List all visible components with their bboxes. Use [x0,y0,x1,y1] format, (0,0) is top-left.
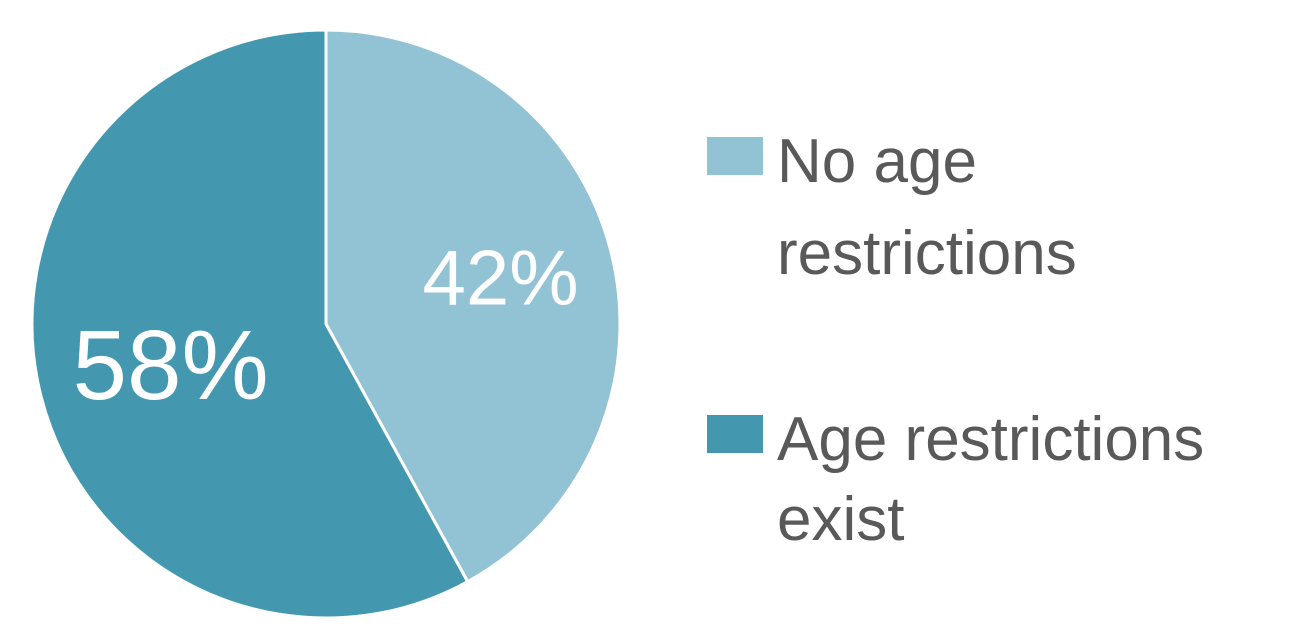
legend-item-2: Age restrictions exist [707,405,1204,554]
data-label-1: 42% [422,234,578,322]
pie-slices [30,28,622,620]
pie-legend: No age restrictions Age restrictions exist [707,127,1204,554]
legend-item-1: No age restrictions [707,127,1077,288]
legend-label-1-line-1: No age [777,127,977,196]
legend-swatch-1 [707,137,763,175]
legend-label-2-line-1: Age restrictions [777,405,1204,474]
pie-slice-no-age-restrictions [324,28,622,584]
pie-data-labels: 42% 58% [72,234,578,420]
data-label-2: 58% [72,310,268,420]
legend-label-2-line-2: exist [777,485,904,554]
pie-slice-age-restrictions-exist [30,28,470,620]
legend-swatch-2 [707,415,763,453]
legend-label-1-line-2: restrictions [777,219,1077,288]
